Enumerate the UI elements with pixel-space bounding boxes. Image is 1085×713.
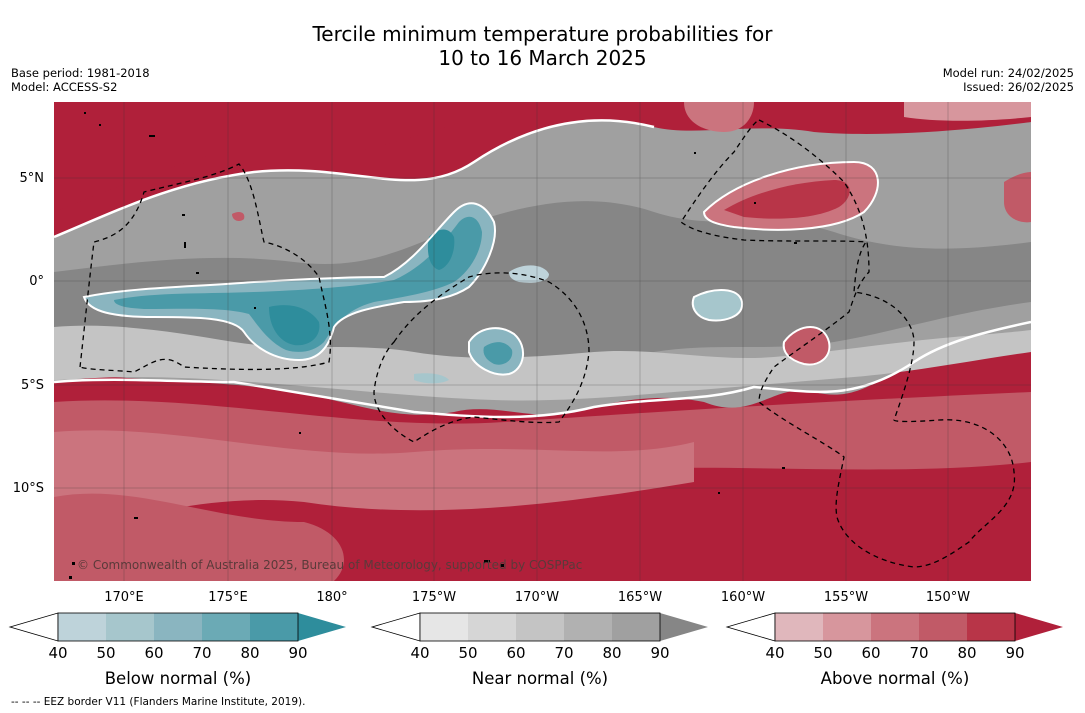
cb0-seg4 bbox=[250, 613, 298, 641]
meta-left: Base period: 1981-2018 Model: ACCESS-S2 bbox=[11, 66, 150, 94]
cb1-seg2 bbox=[516, 613, 564, 641]
model-run: Model run: 24/02/2025 bbox=[942, 66, 1074, 80]
lon-label-175w: 175°W bbox=[411, 590, 457, 605]
cb2-tick-4: 80 bbox=[957, 644, 977, 662]
cb0-seg0 bbox=[58, 613, 106, 641]
colorbar-title-near: Near normal (%) bbox=[471, 669, 609, 688]
cb0-seg5 bbox=[298, 613, 346, 641]
cb2-tick-2: 60 bbox=[861, 644, 881, 662]
cb0-seg1 bbox=[106, 613, 154, 641]
cb0-tick-4: 80 bbox=[240, 644, 260, 662]
eez-footnote: -- -- -- EEZ border V11 (Flanders Marine… bbox=[11, 696, 306, 708]
cb2-tick-0: 40 bbox=[765, 644, 785, 662]
cb1-seg5 bbox=[660, 613, 708, 641]
lon-label-175e: 175°E bbox=[208, 590, 248, 605]
cb1-seg4 bbox=[612, 613, 660, 641]
lon-label-170w: 170°W bbox=[514, 590, 560, 605]
cb1-seg1 bbox=[468, 613, 516, 641]
cb1-tick-1: 50 bbox=[458, 644, 478, 662]
lon-label-165w: 165°W bbox=[617, 590, 663, 605]
lon-label-180: 180° bbox=[316, 590, 348, 605]
lat-label-5s: 5°S bbox=[20, 378, 44, 393]
cb0-seg3 bbox=[202, 613, 250, 641]
cb2-tick-3: 70 bbox=[909, 644, 929, 662]
cb1-seg3 bbox=[564, 613, 612, 641]
cb1-tick-2: 60 bbox=[506, 644, 526, 662]
cb2-seg3 bbox=[919, 613, 967, 641]
cb2-seg4 bbox=[967, 613, 1015, 641]
title-line-2: 10 to 16 March 2025 bbox=[438, 46, 647, 70]
meta-right: Model run: 24/02/2025 Issued: 26/02/2025 bbox=[943, 66, 1074, 94]
title-line-1: Tercile minimum temperature probabilitie… bbox=[312, 22, 773, 46]
lat-label-0: 0° bbox=[29, 274, 44, 289]
base-period: Base period: 1981-2018 bbox=[11, 66, 150, 80]
cb1-tick-0: 40 bbox=[410, 644, 430, 662]
map-title: Tercile minimum temperature probabilitie… bbox=[0, 22, 1085, 70]
cb0-tick-3: 70 bbox=[192, 644, 212, 662]
map-canvas bbox=[54, 102, 1031, 581]
colorbar-title-above: Above normal (%) bbox=[820, 669, 970, 688]
cb0-tick-1: 50 bbox=[96, 644, 116, 662]
colorbar-below-normal bbox=[8, 612, 346, 642]
colorbar-near-normal bbox=[370, 612, 708, 642]
cb2-tick-5: 90 bbox=[1005, 644, 1025, 662]
lon-label-150w: 150°W bbox=[925, 590, 971, 605]
lon-label-155w: 155°W bbox=[823, 590, 869, 605]
cb2-seg2 bbox=[871, 613, 919, 641]
probability-map bbox=[54, 102, 1031, 581]
cb1-tick-3: 70 bbox=[554, 644, 574, 662]
cb1-tick-5: 90 bbox=[650, 644, 670, 662]
copyright-notice: © Commonwealth of Australia 2025, Bureau… bbox=[77, 558, 583, 572]
issued-date: Issued: 26/02/2025 bbox=[963, 80, 1074, 94]
cb1-seg0 bbox=[420, 613, 468, 641]
lon-label-160w: 160°W bbox=[720, 590, 766, 605]
cb0-tick-0: 40 bbox=[48, 644, 68, 662]
model-name: Model: ACCESS-S2 bbox=[11, 80, 118, 94]
lat-label-10s: 10°S bbox=[12, 481, 44, 496]
cb2-seg5 bbox=[1015, 613, 1063, 641]
colorbar-above-normal bbox=[725, 612, 1063, 642]
lon-label-170e: 170°E bbox=[104, 590, 144, 605]
colorbars bbox=[8, 612, 1063, 642]
lat-label-5n: 5°N bbox=[19, 171, 45, 186]
cb0-tick-2: 60 bbox=[144, 644, 164, 662]
cb2-tick-1: 50 bbox=[813, 644, 833, 662]
colorbar-title-below: Below normal (%) bbox=[104, 669, 252, 688]
cb1-tick-4: 80 bbox=[602, 644, 622, 662]
cb2-seg0 bbox=[775, 613, 823, 641]
cb0-tick-5: 90 bbox=[288, 644, 308, 662]
cb2-seg1 bbox=[823, 613, 871, 641]
cb0-seg2 bbox=[154, 613, 202, 641]
